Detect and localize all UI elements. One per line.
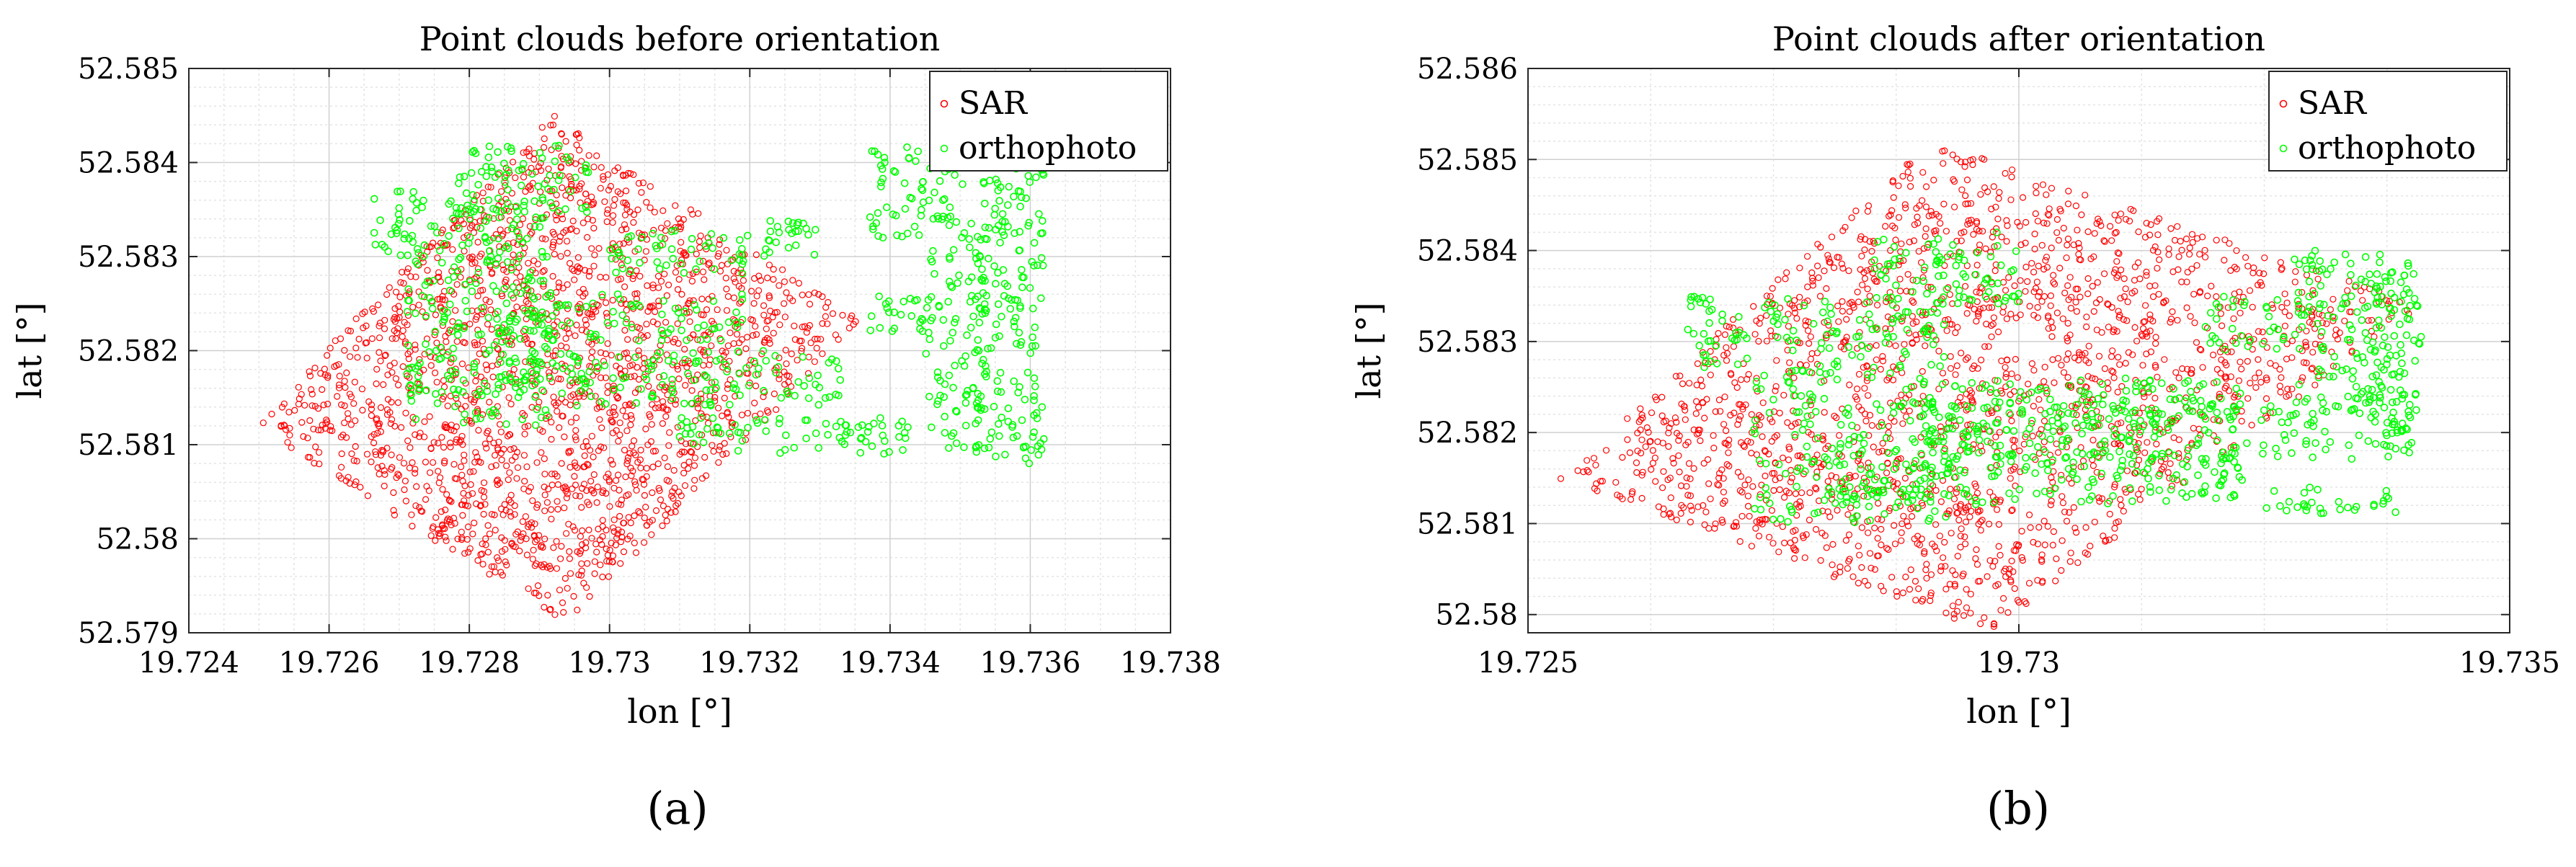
chart-title: Point clouds before orientation — [419, 19, 941, 58]
y-tick-label: 52.583 — [78, 241, 179, 274]
legend-label: orthophoto — [959, 130, 1137, 166]
chart-panel-a: 19.724 19.726 19.728 19.73 19.732 19.734 19.73… — [10, 19, 1221, 731]
x-tick-label: 19.726 — [279, 646, 380, 680]
legend-label: SAR — [959, 85, 1029, 122]
x-tick-label: 19.732 — [699, 646, 800, 680]
y-tick-label: 52.584 — [78, 147, 179, 180]
x-tick-label: 19.736 — [980, 646, 1080, 680]
x-axis-label: lon [°] — [627, 692, 732, 731]
x-tick-label: 19.728 — [419, 646, 520, 680]
y-tick-label: 52.585 — [78, 53, 179, 86]
x-tick-label: 19.738 — [1120, 646, 1221, 680]
x-tick-label: 19.724 — [138, 646, 239, 680]
y-axis-label: lat [°] — [10, 302, 49, 399]
x-tick-label: 19.73 — [568, 646, 651, 680]
y-tick-label: 52.582 — [78, 335, 179, 368]
legend: SAR orthophoto — [930, 71, 1168, 171]
y-tick-label: 52.579 — [78, 617, 179, 650]
y-tick-label: 52.58 — [96, 523, 179, 556]
x-tick-label: 19.734 — [840, 646, 941, 680]
y-tick-label: 52.581 — [78, 429, 179, 462]
